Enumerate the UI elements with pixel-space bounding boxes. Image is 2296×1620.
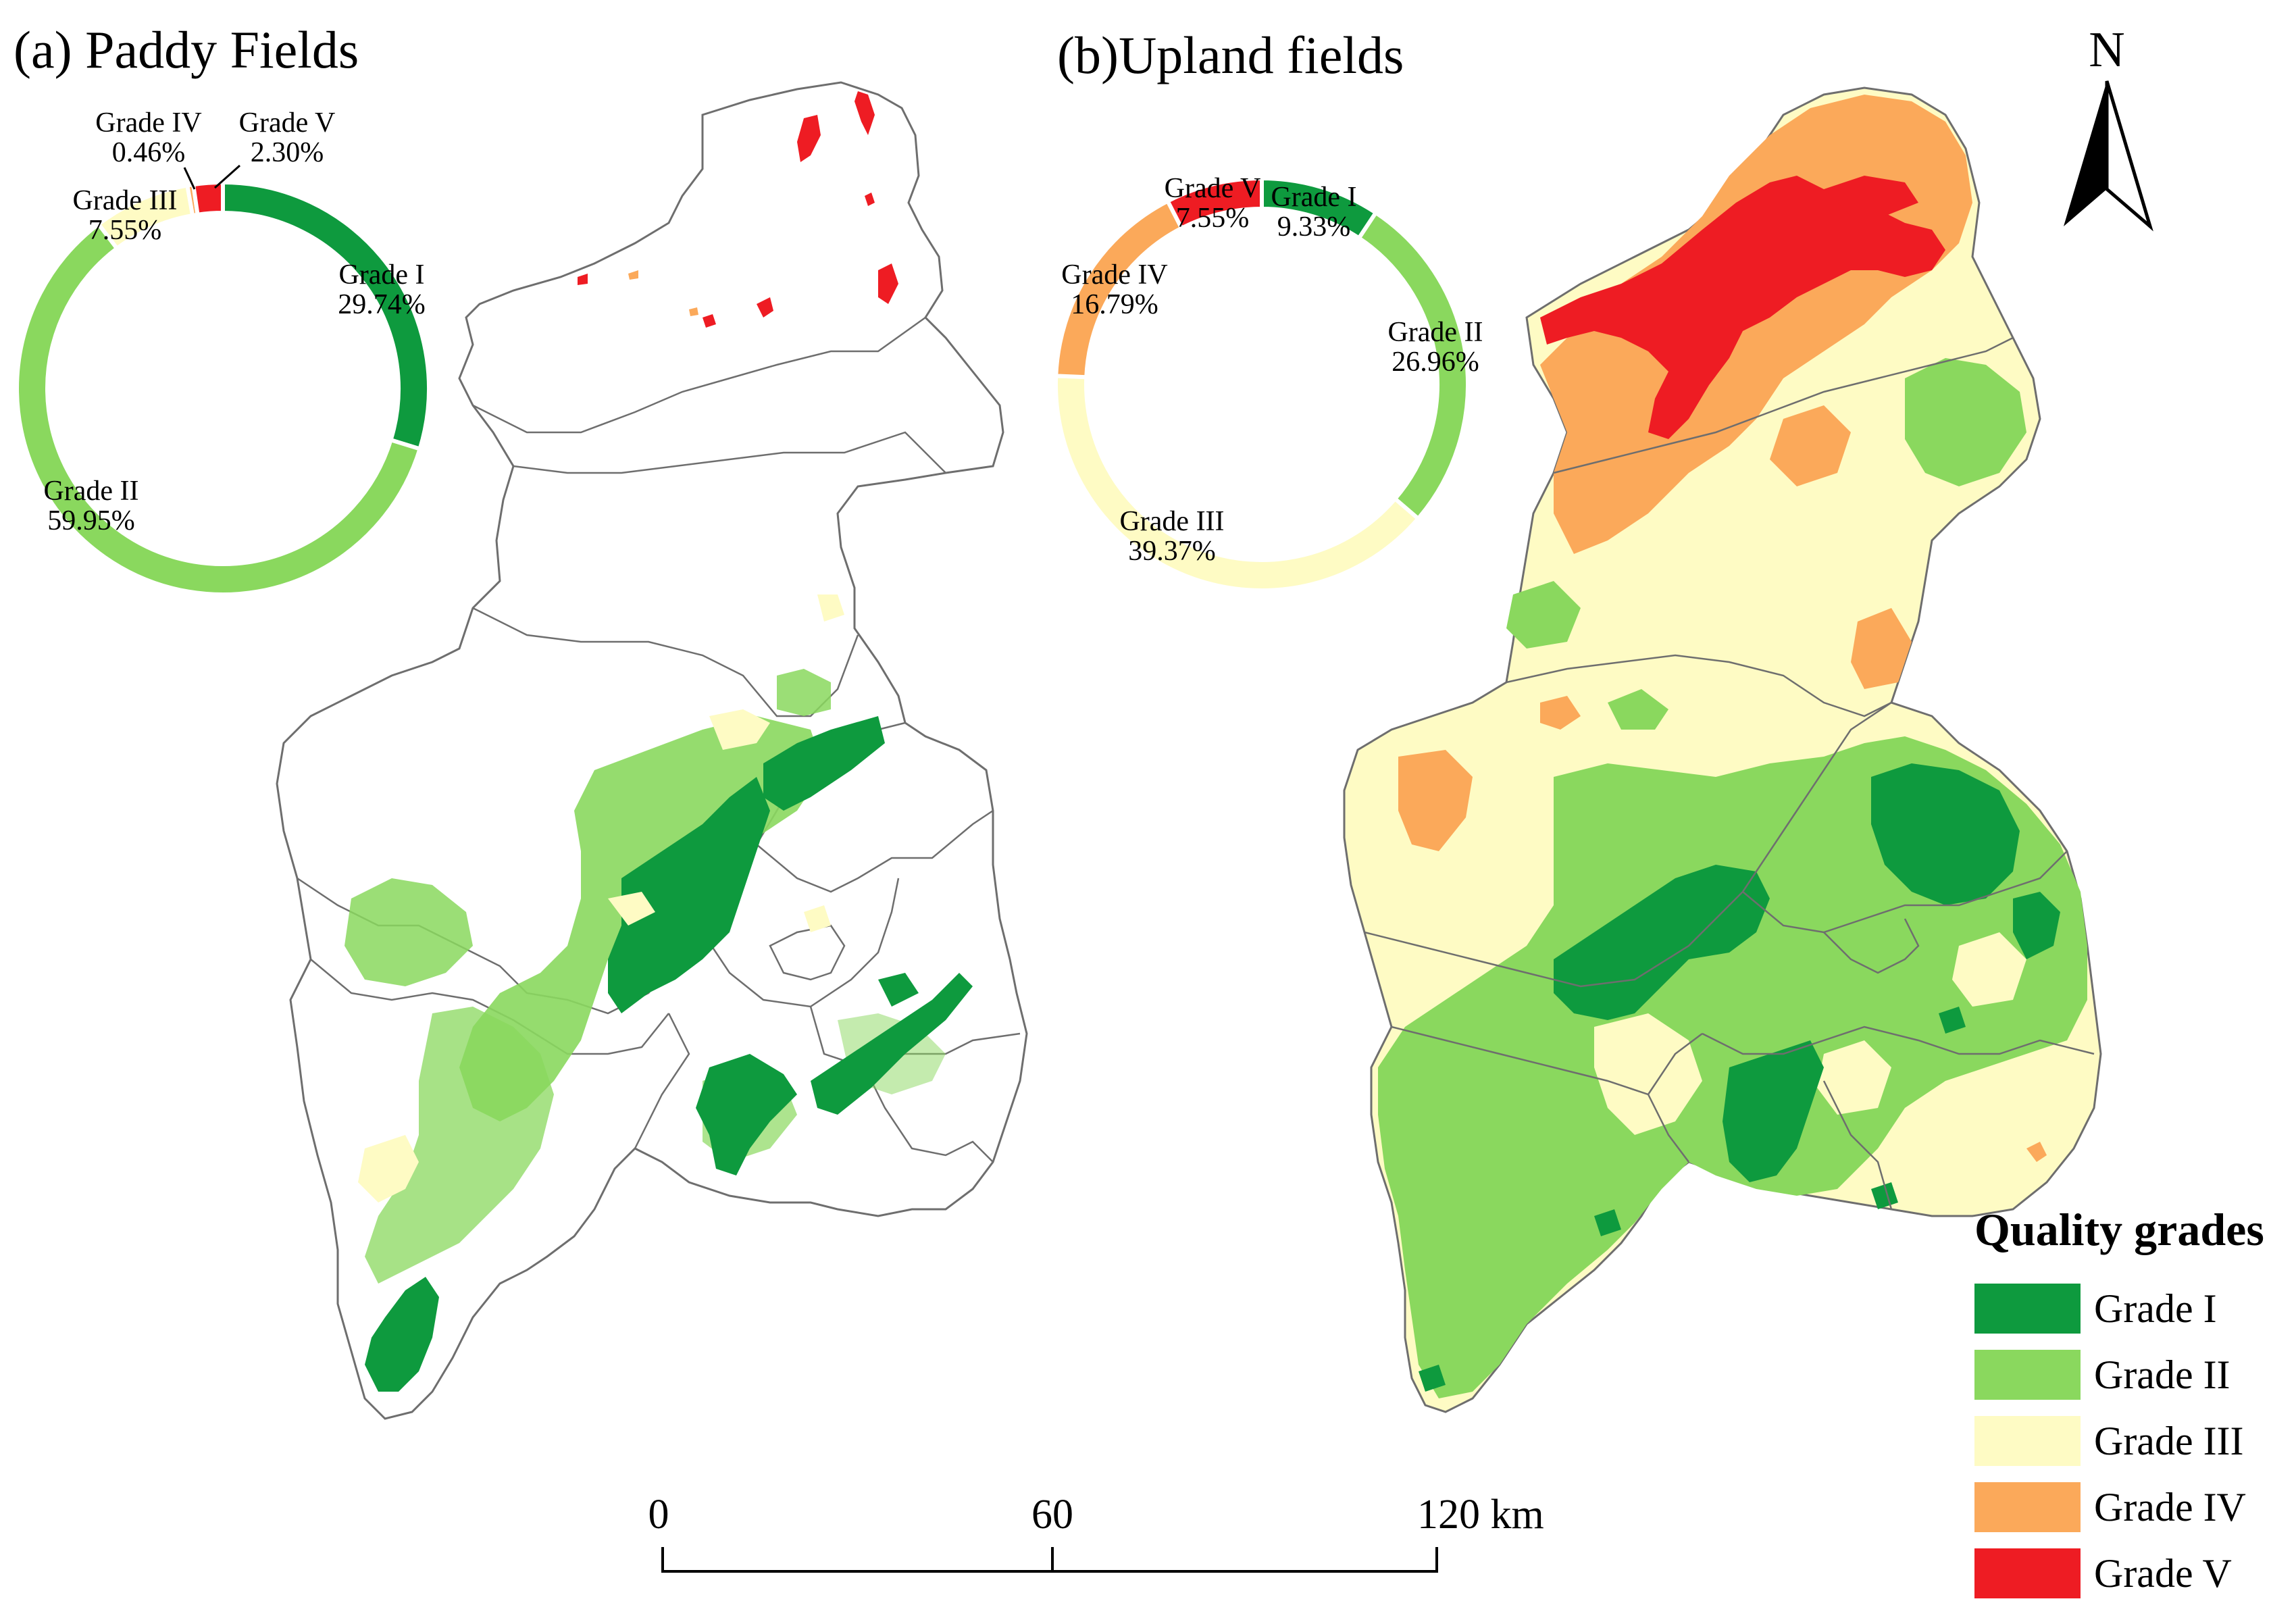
north-arrow-right-half [2105, 80, 2153, 232]
paddy-donut-pct-grade-5: 2.30% [251, 137, 324, 168]
scale-tick-120-km: 120 km [1417, 1492, 1544, 1538]
legend-swatch-1 [1974, 1284, 2081, 1334]
scale-tick-60: 60 [1031, 1492, 1073, 1538]
paddy-donut-label-grade-3: Grade III [72, 185, 177, 216]
legend-swatch-5 [1974, 1548, 2081, 1598]
paddy-donut-slice-grade-2 [15, 221, 423, 597]
paddy-donut-pct-grade-3: 7.55% [88, 215, 162, 246]
upland-donut-pct-grade-3: 39.37% [1128, 536, 1216, 567]
legend-label-1: Grade I [2094, 1286, 2217, 1331]
paddy-leader-grade-4 [183, 167, 196, 190]
upland-donut-label-grade-4: Grade IV [1061, 259, 1167, 290]
paddy-donut-slice-grade-5 [190, 180, 225, 218]
upland-subregion-lines [1364, 336, 2095, 1210]
paddy-grade-donut [15, 180, 431, 597]
paddy-donut-label-grade-5: Grade V [239, 107, 336, 138]
upland-donut-pct-grade-5: 7.55% [1176, 203, 1250, 234]
scale-bar: 0 60 120 km [648, 1492, 1544, 1573]
upland-fields-map [1343, 86, 2102, 1413]
north-arrow: N [2064, 22, 2153, 232]
paddy-donut-pct-grade-4: 0.46% [112, 137, 186, 168]
paddy-leader-grade-5 [214, 164, 240, 189]
paddy-fields-map [276, 81, 1028, 1420]
legend-label-4: Grade IV [2094, 1485, 2246, 1529]
north-arrow-left-half [2064, 81, 2107, 226]
legend-label-3: Grade III [2094, 1419, 2244, 1463]
quality-grades-legend: Quality grades Grade I Grade II Grade III G… [1974, 1204, 2264, 1598]
upland-donut-pct-grade-2: 26.96% [1392, 347, 1479, 378]
upland-panel-title: (b)Upland fields [1057, 26, 1404, 84]
upland-grade-donut [1054, 176, 1470, 593]
upland-donut-pct-grade-1: 9.33% [1277, 211, 1351, 243]
legend-swatch-2 [1974, 1350, 2081, 1400]
legend-title: Quality grades [1974, 1204, 2264, 1255]
upland-grade-patches [1378, 95, 2087, 1398]
paddy-donut-label-grade-4: Grade IV [95, 107, 201, 138]
legend-label-5: Grade V [2094, 1551, 2232, 1596]
upland-donut-pct-grade-4: 16.79% [1071, 289, 1158, 320]
paddy-donut-pct-grade-1: 29.74% [338, 289, 426, 320]
upland-donut-slice-grade-3 [1054, 374, 1421, 593]
upland-donut-label-grade-2: Grade II [1387, 317, 1483, 348]
paddy-grade-patches [345, 91, 973, 1392]
paddy-panel-title: (a) Paddy Fields [14, 20, 359, 79]
paddy-donut-label-grade-2: Grade II [43, 476, 138, 507]
paddy-donut-label-grade-1: Grade I [338, 259, 424, 290]
upland-donut-label-grade-5: Grade V [1165, 173, 1261, 204]
legend-swatch-3 [1974, 1416, 2081, 1466]
legend-swatch-4 [1974, 1482, 2081, 1532]
upland-donut-slice-grade-5 [1165, 176, 1264, 231]
upland-donut-label-grade-1: Grade I [1271, 182, 1356, 213]
north-arrow-label: N [2089, 22, 2124, 78]
scale-tick-0: 0 [648, 1492, 669, 1538]
paddy-donut-pct-grade-2: 59.95% [47, 505, 135, 536]
legend-label-2: Grade II [2094, 1352, 2230, 1397]
upland-donut-label-grade-3: Grade III [1119, 506, 1224, 537]
